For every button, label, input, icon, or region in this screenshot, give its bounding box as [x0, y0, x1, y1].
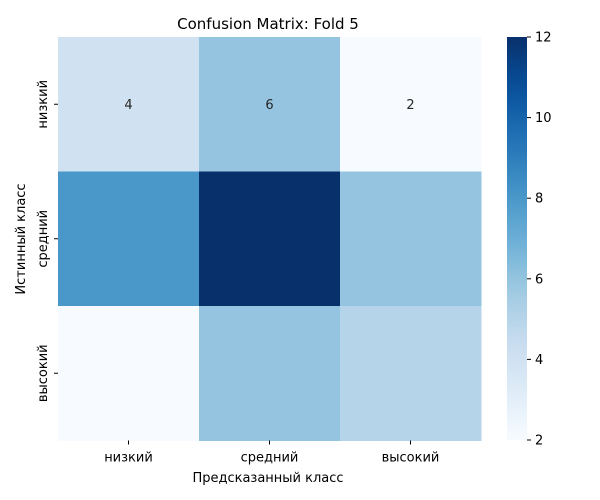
- cell-value-label: 2: [406, 98, 414, 113]
- cell-value-label: 6: [265, 98, 273, 113]
- colorbar: [507, 37, 527, 440]
- heatmap-cell: [340, 306, 482, 441]
- heatmap-cell: [340, 171, 482, 307]
- x-axis-ticks: низкий средний высокий: [104, 440, 440, 466]
- heatmap-cell: [58, 171, 200, 307]
- x-tick-label: высокий: [382, 451, 440, 466]
- y-axis-label: Истинный класс: [14, 183, 29, 294]
- colorbar-tick-label: 12: [535, 31, 552, 46]
- heatmap-cell: [58, 37, 200, 172]
- y-tick-label: высокий: [36, 344, 51, 402]
- colorbar-tick-label: 4: [535, 353, 543, 368]
- cell-value-label: 4: [124, 98, 132, 113]
- y-tick-label: низкий: [36, 80, 51, 129]
- heatmap-cell: [58, 306, 200, 441]
- heatmap-cells: 4 6 2: [58, 37, 482, 441]
- colorbar-tick-label: 10: [535, 111, 552, 126]
- y-tick-label: средний: [36, 210, 51, 268]
- heatmap-cell: [199, 171, 341, 307]
- x-tick-label: средний: [241, 451, 299, 466]
- x-tick-label: низкий: [104, 451, 153, 466]
- colorbar-tick-label: 2: [535, 434, 543, 449]
- chart-title: Confusion Matrix: Fold 5: [177, 15, 359, 33]
- x-axis-label: Предсказанный класс: [192, 471, 343, 486]
- colorbar-ticks: 2 4 6 8 10 12: [527, 31, 552, 449]
- heatmap-cell: [199, 37, 341, 172]
- y-axis-ticks: низкий средний высокий: [36, 80, 58, 402]
- heatmap-cell: [199, 306, 341, 441]
- colorbar-tick-label: 6: [535, 272, 543, 287]
- colorbar-tick-label: 8: [535, 192, 543, 207]
- heatmap-cell: [340, 37, 482, 172]
